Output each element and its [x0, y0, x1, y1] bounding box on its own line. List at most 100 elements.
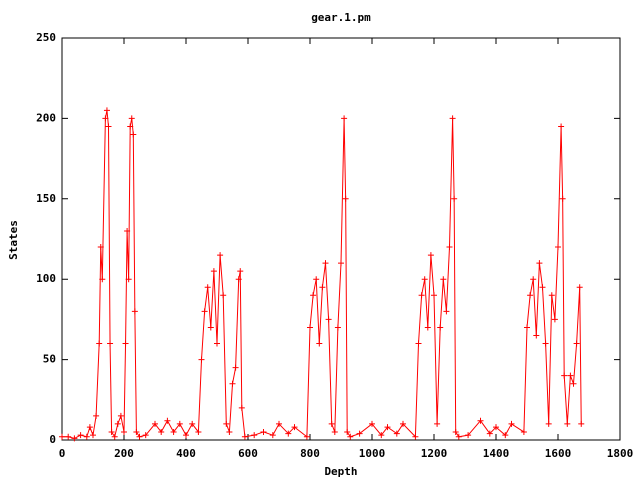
- point-marker: [561, 372, 568, 379]
- point-marker: [524, 324, 530, 331]
- point-marker: [451, 195, 458, 202]
- y-tick-label: 0: [49, 433, 56, 446]
- data-line: [62, 110, 582, 439]
- point-marker: [226, 428, 233, 435]
- point-marker: [223, 420, 230, 427]
- point-marker: [131, 308, 138, 315]
- point-marker: [502, 432, 509, 439]
- point-marker: [285, 430, 292, 437]
- point-marker: [344, 428, 351, 435]
- point-marker: [96, 340, 103, 347]
- point-marker: [334, 324, 341, 331]
- plot-border: [61, 37, 621, 441]
- point-marker: [559, 195, 566, 202]
- point-marker: [303, 433, 310, 440]
- point-marker: [59, 433, 65, 440]
- point-marker: [427, 252, 434, 259]
- point-marker: [90, 432, 96, 439]
- point-marker: [108, 428, 115, 435]
- point-marker: [276, 420, 282, 427]
- point-marker: [412, 433, 419, 440]
- point-marker: [189, 420, 196, 427]
- point-marker: [125, 276, 132, 283]
- point-marker: [570, 380, 577, 387]
- point-marker: [418, 292, 425, 299]
- point-marker: [307, 324, 313, 331]
- y-axis-label: States: [7, 220, 20, 260]
- point-marker: [251, 432, 258, 439]
- y-tick-label: 150: [36, 192, 56, 205]
- point-marker: [71, 435, 78, 442]
- x-tick-label: 1800: [607, 447, 634, 460]
- point-marker: [400, 420, 406, 427]
- point-marker: [214, 340, 220, 347]
- point-marker: [573, 340, 580, 347]
- point-marker: [452, 428, 459, 435]
- point-marker: [99, 276, 106, 283]
- point-marker: [477, 417, 484, 424]
- x-tick-label: 1000: [359, 447, 386, 460]
- point-marker: [217, 252, 224, 259]
- point-marker: [347, 433, 354, 440]
- point-marker: [576, 284, 583, 291]
- point-marker: [342, 195, 349, 202]
- x-tick-label: 1400: [483, 447, 510, 460]
- point-marker: [114, 420, 121, 427]
- point-marker: [341, 115, 348, 122]
- point-marker: [356, 430, 363, 437]
- point-marker: [158, 428, 165, 435]
- point-marker: [533, 332, 540, 339]
- point-marker: [102, 115, 109, 122]
- x-tick-label: 600: [238, 447, 258, 460]
- point-marker: [437, 324, 444, 331]
- point-marker: [486, 430, 493, 437]
- x-tick-label: 400: [176, 447, 196, 460]
- point-marker: [431, 292, 437, 299]
- point-marker: [111, 433, 118, 440]
- point-marker: [204, 284, 211, 291]
- point-marker: [220, 292, 227, 299]
- point-marker: [539, 284, 546, 291]
- y-tick-label: 50: [43, 353, 56, 366]
- point-marker: [201, 308, 208, 315]
- y-tick-label: 250: [36, 31, 56, 44]
- point-marker: [122, 340, 129, 347]
- point-marker: [313, 276, 320, 283]
- point-marker: [152, 420, 158, 427]
- point-marker: [142, 432, 149, 439]
- point-marker: [124, 227, 131, 234]
- point-marker: [578, 420, 585, 427]
- point-marker: [260, 428, 267, 435]
- point-marker: [93, 412, 100, 419]
- point-marker: [241, 433, 248, 440]
- point-marker: [446, 244, 453, 251]
- point-marker: [97, 244, 104, 251]
- x-tick-label: 1200: [421, 447, 448, 460]
- point-marker: [440, 276, 447, 283]
- point-marker: [83, 433, 90, 440]
- y-tick-label: 100: [36, 272, 56, 285]
- point-marker: [415, 340, 422, 347]
- point-marker: [564, 420, 571, 427]
- chart-title: gear.1.pm: [311, 11, 371, 24]
- point-marker: [232, 364, 239, 371]
- point-marker: [164, 417, 171, 424]
- point-marker: [424, 324, 431, 331]
- point-marker: [542, 340, 549, 347]
- point-marker: [558, 123, 565, 130]
- point-marker: [548, 292, 555, 299]
- x-tick-label: 0: [59, 447, 66, 460]
- point-marker: [455, 433, 462, 440]
- x-tick-label: 800: [300, 447, 320, 460]
- point-marker: [207, 324, 214, 331]
- x-tick-label: 200: [114, 447, 134, 460]
- point-marker: [77, 432, 84, 439]
- point-marker: [130, 131, 137, 138]
- point-marker: [316, 340, 323, 347]
- point-marker: [319, 284, 326, 291]
- point-marker: [128, 115, 135, 122]
- point-marker: [527, 292, 534, 299]
- point-marker: [443, 308, 450, 315]
- point-marker: [127, 123, 134, 130]
